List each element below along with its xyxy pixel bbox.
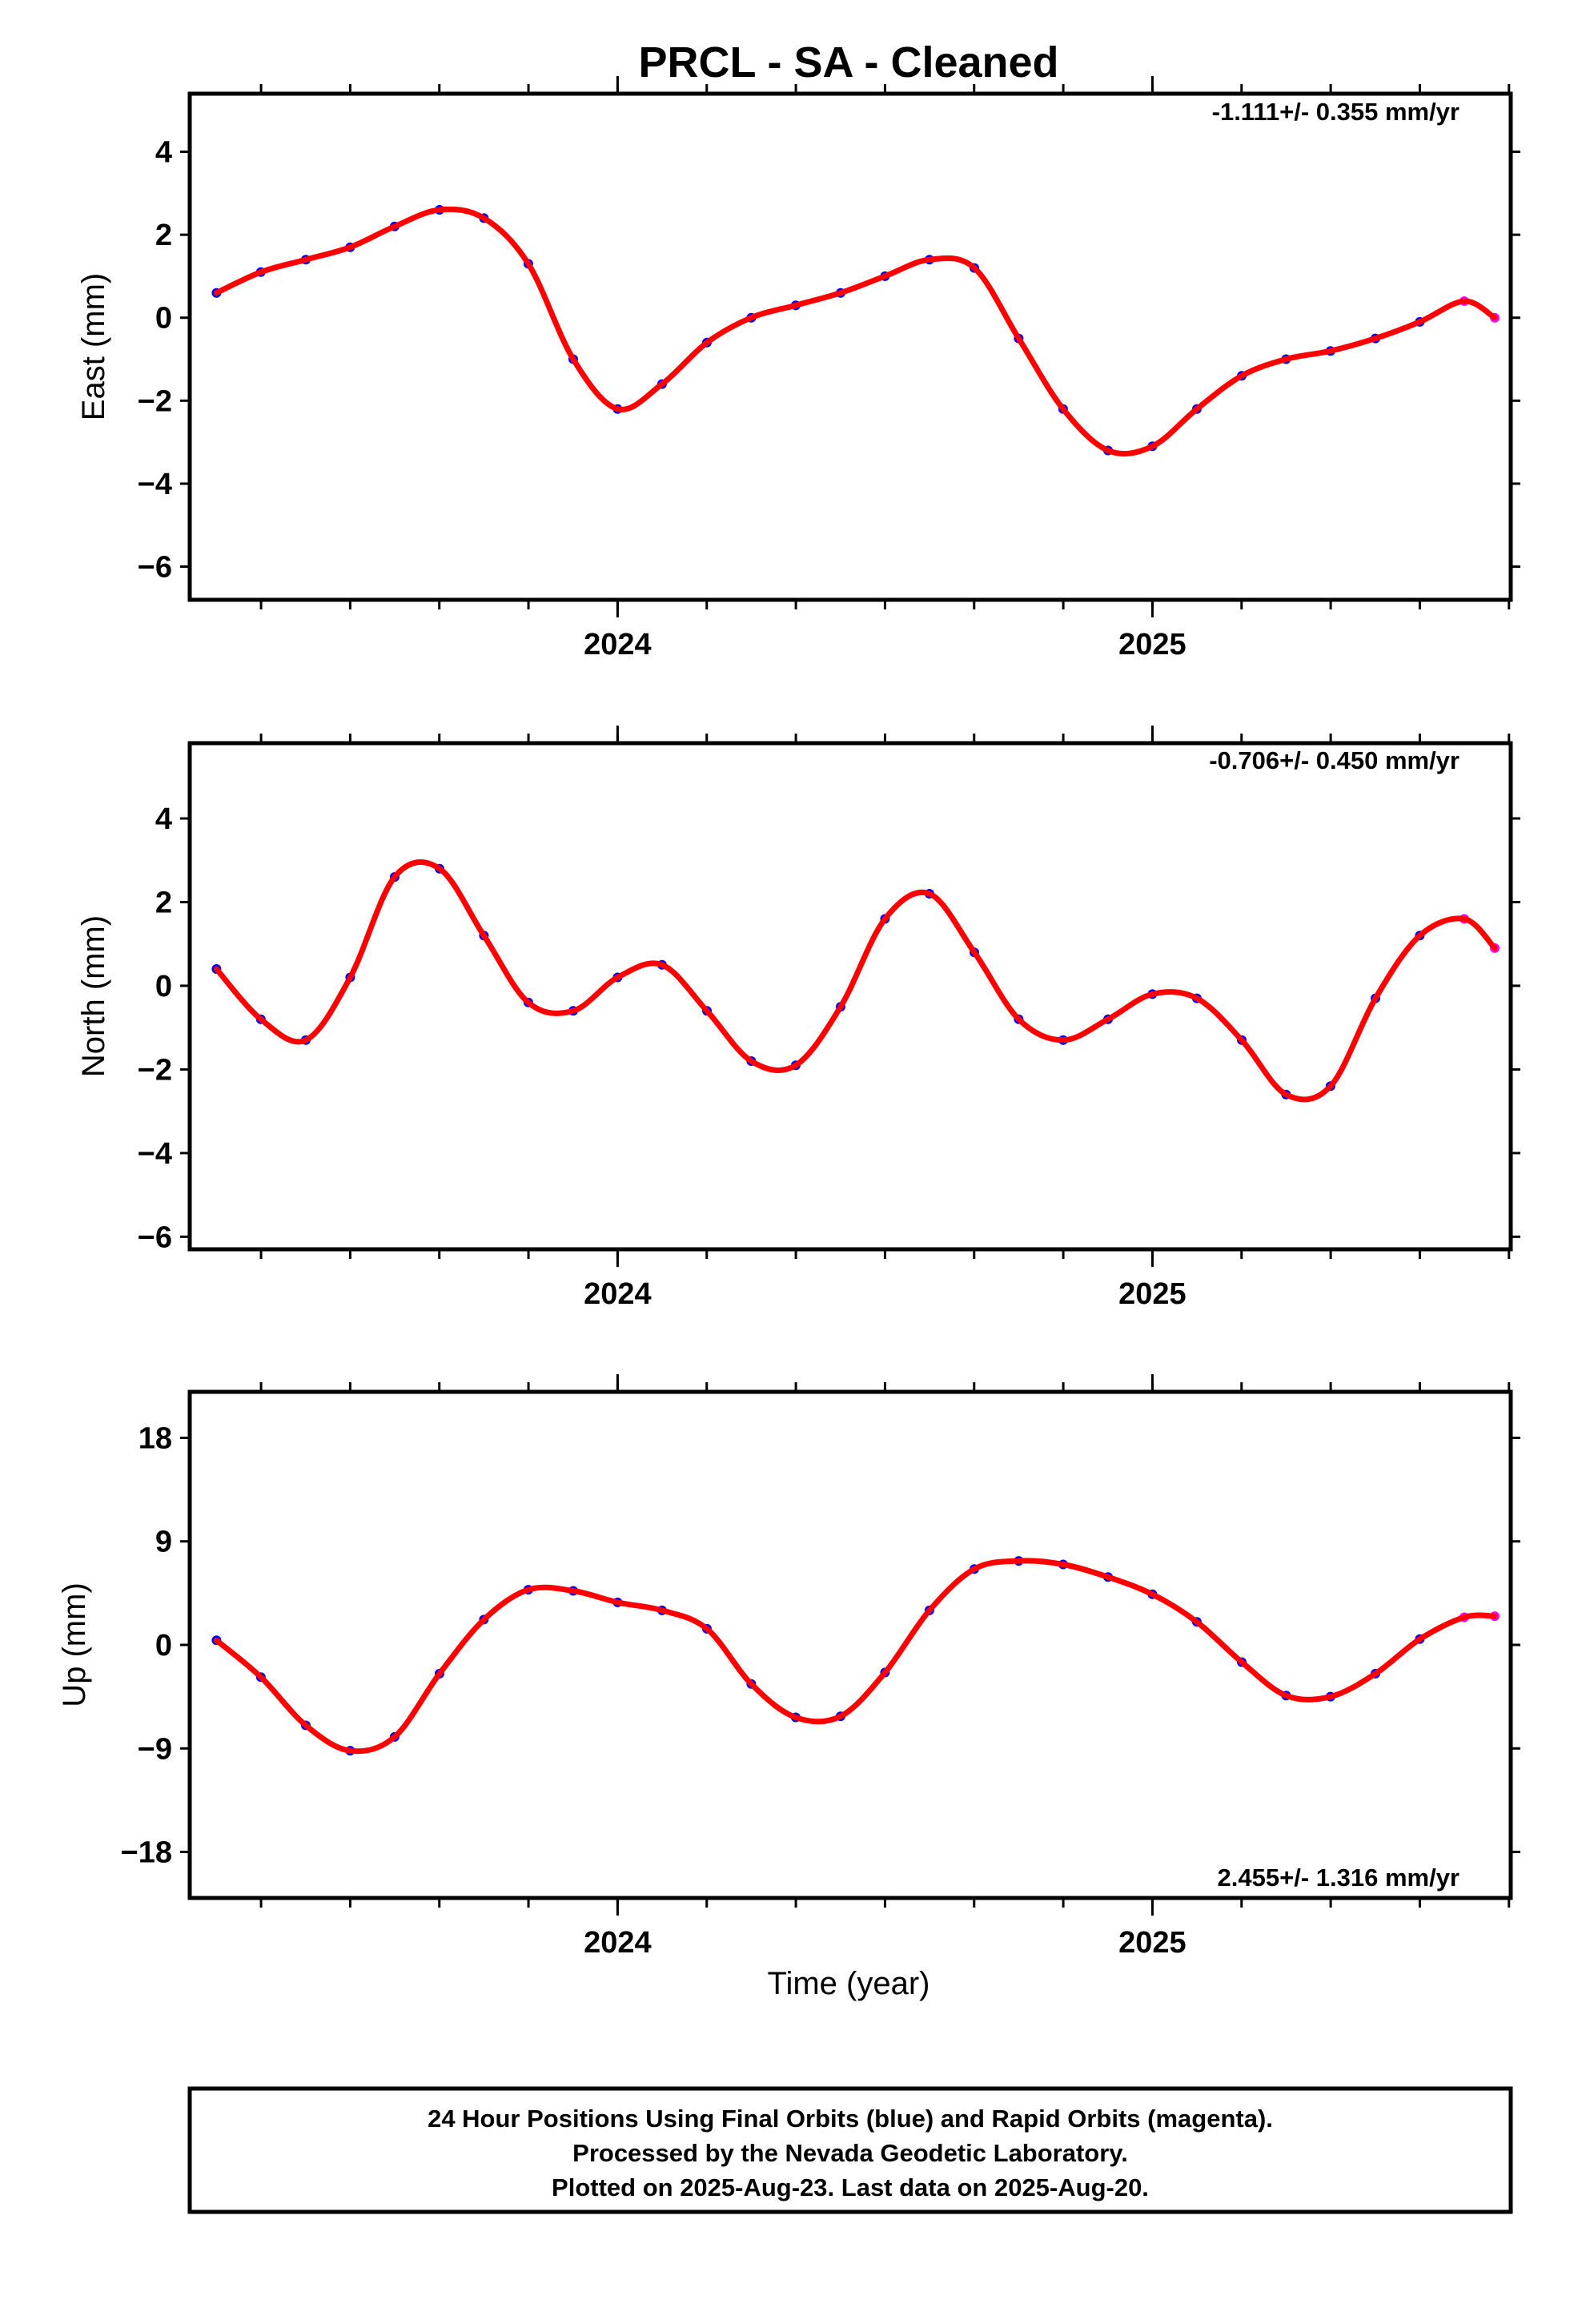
east-fit-curve xyxy=(213,206,1498,457)
north-fit-curve xyxy=(213,859,1498,1103)
north-y-tick-label: −6 xyxy=(138,1220,172,1254)
up-y-tick-label: 18 xyxy=(139,1421,172,1455)
east-y-tick-label: 2 xyxy=(155,219,172,252)
up-y-tick-label: 0 xyxy=(155,1629,172,1663)
up-x-tick-label: 2025 xyxy=(1118,1926,1186,1960)
footer-frame xyxy=(187,2086,1513,2214)
north-plot-area xyxy=(211,859,1500,1103)
up-plot-area xyxy=(211,1556,1500,1756)
footer-box: 24 Hour Positions Using Final Orbits (bl… xyxy=(187,2086,1513,2214)
north-y-tick-label: 4 xyxy=(155,802,172,836)
up-y-tick-label: −18 xyxy=(121,1836,172,1870)
east-y-axis-label: East (mm) xyxy=(76,273,111,420)
east-frame xyxy=(187,91,1513,602)
east-x-tick-label: 2024 xyxy=(584,628,652,661)
footer-line-3: Plotted on 2025-Aug-23. Last data on 202… xyxy=(552,2173,1149,2201)
figure-title: PRCL - SA - Cleaned xyxy=(638,38,1058,86)
up-fit-curve xyxy=(213,1558,1498,1755)
east-y-tick-label: 4 xyxy=(155,136,172,170)
up-y-tick-label: 9 xyxy=(155,1526,172,1559)
north-y-axis-label: North (mm) xyxy=(76,915,111,1077)
north-y-tick-label: −4 xyxy=(138,1137,172,1171)
north-x-tick-label: 2025 xyxy=(1118,1277,1186,1311)
east-y-tick-label: −2 xyxy=(138,384,172,418)
east-panel: −6 −4 −2 0 2 4 2024 2025 East (mm) -1.111+/- 0.35… xyxy=(76,76,1520,661)
north-frame xyxy=(187,741,1513,1252)
east-y-tick-label: −6 xyxy=(138,551,172,585)
up-y-tick-label: −9 xyxy=(138,1732,172,1766)
east-y-tick-label: −4 xyxy=(138,468,172,501)
up-y-axis-label: Up (mm) xyxy=(57,1582,92,1707)
north-y-tick-label: 0 xyxy=(155,970,172,1003)
footer-line-2: Processed by the Nevada Geodetic Laborat… xyxy=(572,2139,1128,2167)
north-rate-label: -0.706+/- 0.450 mm/yr xyxy=(1209,746,1460,774)
north-y-tick-label: 2 xyxy=(155,886,172,919)
east-x-tick-label: 2025 xyxy=(1118,628,1186,661)
up-rate-label: 2.455+/- 1.316 mm/yr xyxy=(1218,1864,1460,1892)
x-axis-label: Time (year) xyxy=(768,1966,930,2001)
east-plot-area xyxy=(211,205,1500,457)
up-x-tick-label: 2024 xyxy=(584,1926,652,1960)
east-rate-label: -1.111+/- 0.355 mm/yr xyxy=(1212,98,1460,126)
north-x-tick-label: 2024 xyxy=(584,1277,652,1311)
footer-line-1: 24 Hour Positions Using Final Orbits (bl… xyxy=(428,2105,1273,2133)
up-panel: −18 −9 0 9 18 2024 2025 Up (mm) 2.455+/- 1.316 m… xyxy=(57,1374,1520,1960)
north-y-tick-label: −2 xyxy=(138,1053,172,1087)
east-y-tick-label: 0 xyxy=(155,302,172,336)
north-panel: −6 −4 −2 0 2 4 2024 2025 North (mm) -0.706+/- 0.4… xyxy=(76,726,1520,1311)
up-frame xyxy=(187,1389,1513,1900)
